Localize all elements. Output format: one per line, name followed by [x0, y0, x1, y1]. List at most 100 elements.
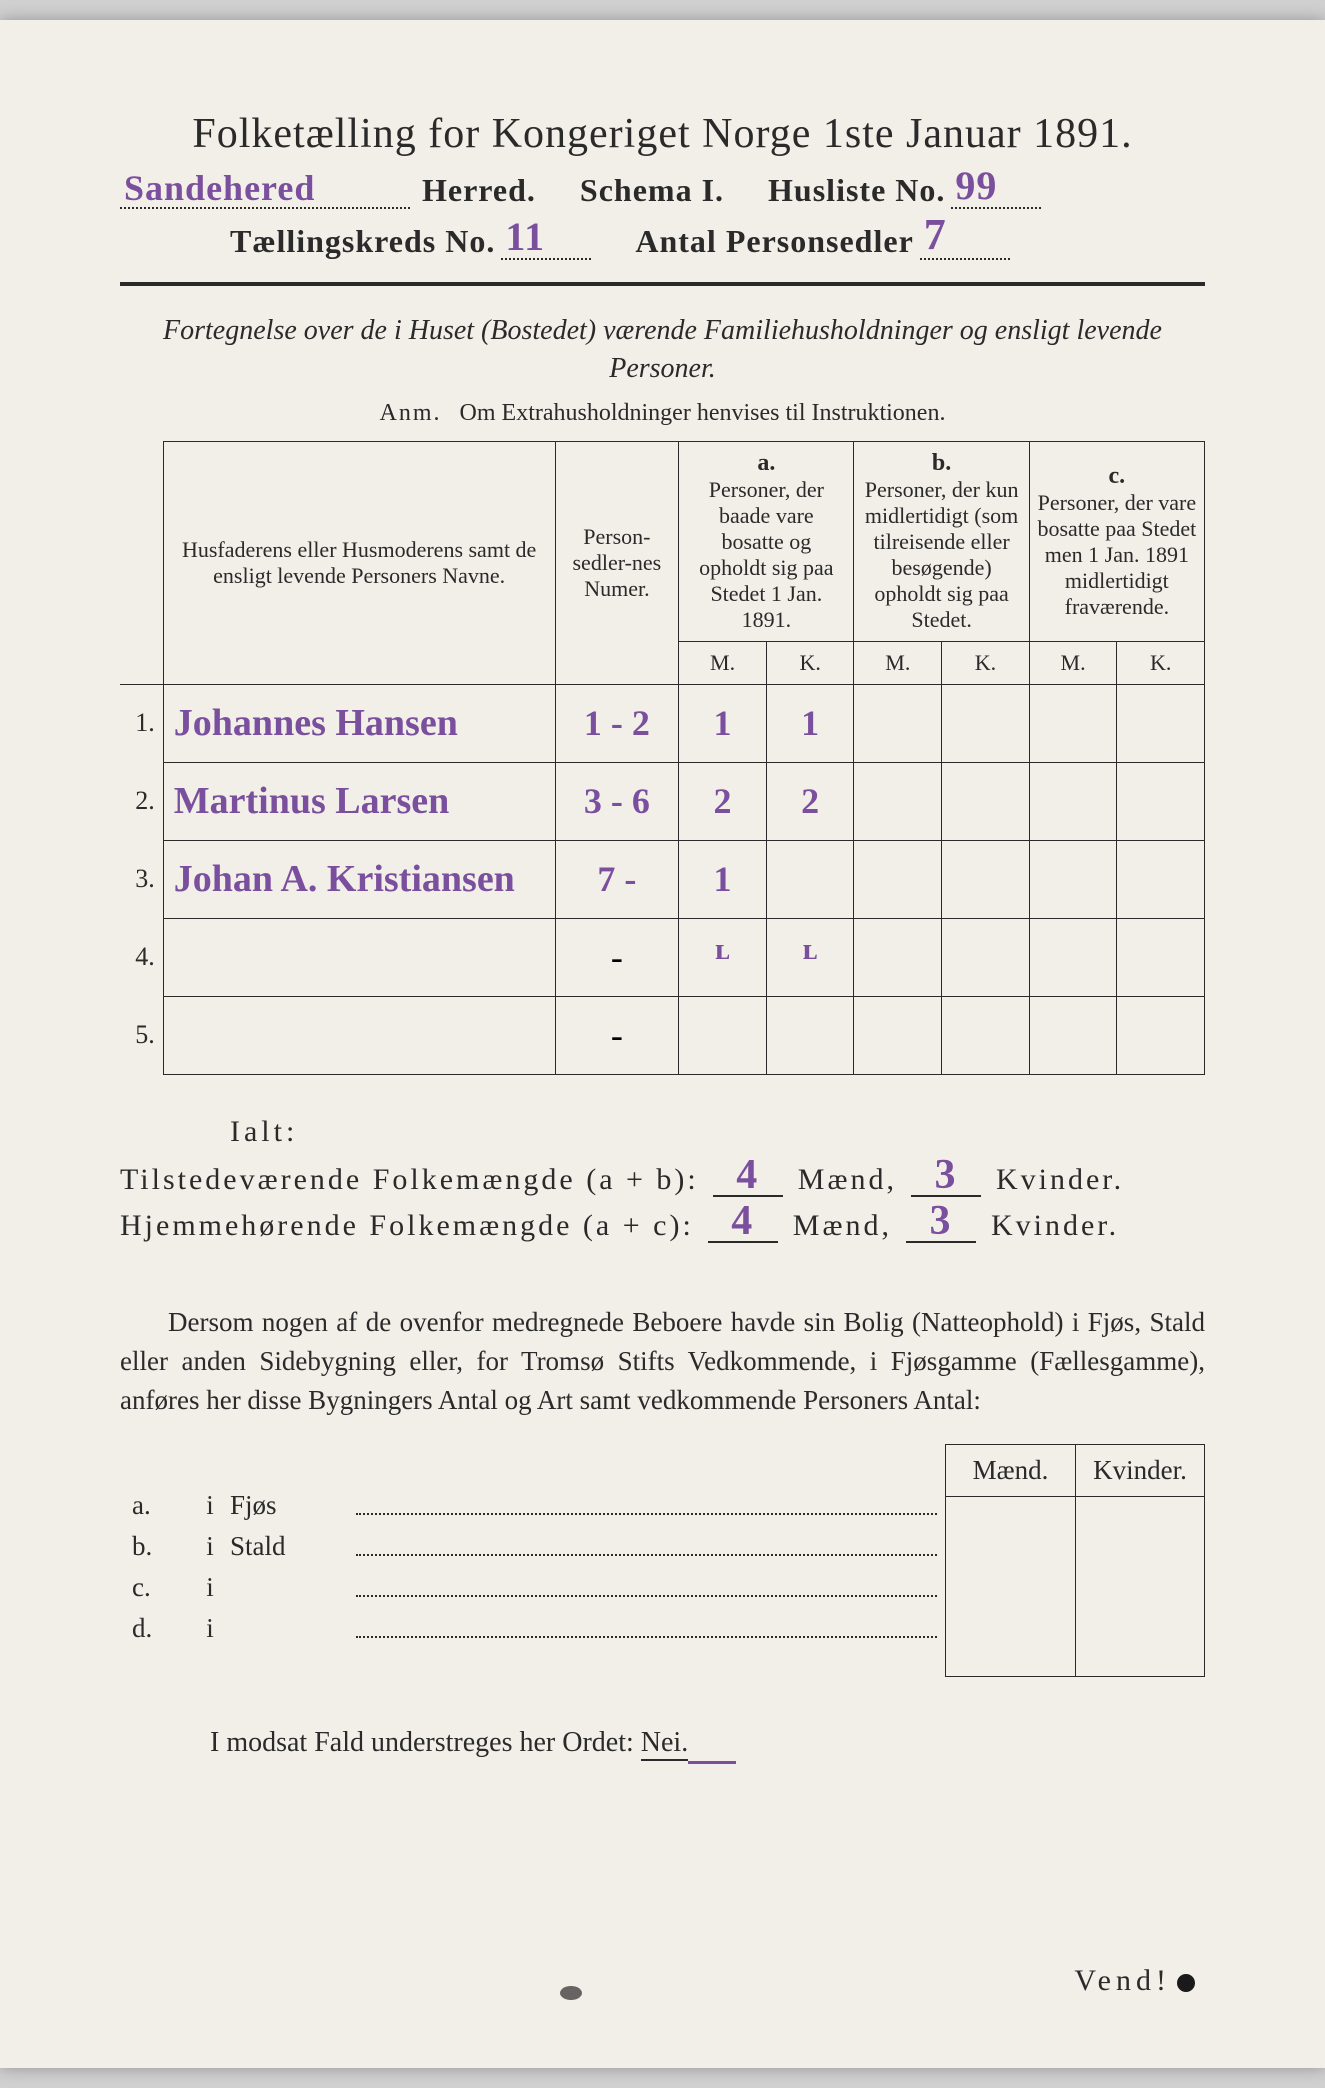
row-seq: 3 - 6	[555, 762, 679, 840]
row-seq: -	[555, 918, 679, 996]
kreds-no-value: 11	[505, 213, 545, 260]
sub-i: i	[190, 1490, 230, 1521]
row-bk	[942, 918, 1030, 996]
row-name: Martinus Larsen	[163, 762, 555, 840]
row-am: 2	[679, 762, 767, 840]
sub-i: i	[190, 1613, 230, 1644]
mk-maend-cell	[945, 1497, 1075, 1677]
row-ck	[1117, 762, 1205, 840]
row-bk	[942, 840, 1030, 918]
sub-lead: d.	[120, 1613, 190, 1644]
sub-lead: a.	[120, 1490, 190, 1521]
row-ck	[1117, 684, 1205, 762]
col-c-m: M.	[1029, 641, 1117, 684]
anm-line: Anm. Om Extrahusholdninger henvises til …	[120, 400, 1205, 427]
col-c-text: Personer, der vare bosatte paa Stedet me…	[1037, 490, 1196, 619]
row-name: Johan A. Kristiansen	[163, 840, 555, 918]
totals-row-1: Tilstedeværende Folkemængde (a + b): 4 M…	[120, 1163, 1205, 1197]
sub-row: d. i	[120, 1613, 943, 1644]
kvinder-label: Kvinder.	[996, 1163, 1124, 1196]
row-num: 1.	[120, 684, 163, 762]
census-form-page: Folketælling for Kongeriget Norge 1ste J…	[0, 20, 1325, 2068]
col-c-label: c.	[1109, 463, 1126, 489]
antal-label: Antal Personsedler	[635, 223, 913, 260]
row-am: 1	[679, 684, 767, 762]
row-ck	[1117, 918, 1205, 996]
row-cm	[1029, 762, 1117, 840]
col-name-header: Husfaderens eller Husmoderens samt de en…	[163, 441, 555, 684]
col-a-text: Personer, der baade vare bosatte og opho…	[699, 477, 833, 632]
nei-line: I modsat Fald understreges her Ordet: Ne…	[120, 1727, 1205, 1764]
col-b-label: b.	[932, 450, 951, 476]
col-b-k: K.	[942, 641, 1030, 684]
totals-r1-m: 4	[736, 1151, 760, 1199]
totals-r1-k: 3	[934, 1151, 958, 1199]
maend-label: Mænd,	[793, 1209, 892, 1242]
mk-kvinder-header: Kvinder.	[1075, 1444, 1205, 1497]
sub-table: a. i Fjøs b. i Stald c. i	[120, 1490, 943, 1644]
kvinder-label: Kvinder.	[991, 1209, 1119, 1242]
totals-row-2: Hjemmehørende Folkemængde (a + c): 4 Mæn…	[120, 1209, 1205, 1243]
row-ak	[766, 996, 854, 1074]
vend-text: Vend!	[1074, 1964, 1171, 1997]
sub-row: a. i Fjøs	[120, 1490, 943, 1521]
row-num: 3.	[120, 840, 163, 918]
col-numer-header: Person-sedler-nes Numer.	[555, 441, 679, 684]
vend-label: Vend!	[1074, 1964, 1195, 1998]
row-cm	[1029, 996, 1117, 1074]
anm-label: Anm.	[380, 400, 442, 426]
row-bm	[854, 996, 942, 1074]
totals-r2-m: 4	[731, 1197, 755, 1245]
fjos-paragraph: Dersom nogen af de ovenfor medregnede Be…	[120, 1303, 1205, 1420]
totals-row2-text: Hjemmehørende Folkemængde (a + c):	[120, 1209, 694, 1242]
mk-kvinder-cell	[1075, 1497, 1205, 1677]
ink-blot-icon	[1177, 1974, 1195, 1992]
mk-maend-header: Mænd.	[945, 1444, 1075, 1497]
intro-text: Fortegnelse over de i Huset (Bostedet) v…	[120, 312, 1205, 388]
row-cm	[1029, 918, 1117, 996]
row-seq: 1 - 2	[555, 684, 679, 762]
sub-label: Stald	[230, 1531, 350, 1562]
row-num: 2.	[120, 762, 163, 840]
row-ck	[1117, 840, 1205, 918]
mk-header: Mænd. Kvinder.	[943, 1444, 1205, 1497]
row-ck	[1117, 996, 1205, 1074]
row-cm	[1029, 840, 1117, 918]
totals-block: Ialt: Tilstedeværende Folkemængde (a + b…	[120, 1115, 1205, 1243]
table-row: 1. Johannes Hansen 1 - 2 1 1	[120, 684, 1205, 762]
schema-label: Schema I.	[580, 172, 724, 209]
row-am	[679, 996, 767, 1074]
col-a-k: K.	[766, 641, 854, 684]
row-num: 5.	[120, 996, 163, 1074]
row-ak: 1	[766, 684, 854, 762]
row-seq: 7 -	[555, 840, 679, 918]
herred-handwritten: Sandehered	[124, 167, 315, 209]
row-seq: -	[555, 996, 679, 1074]
totals-row1-text: Tilstedeværende Folkemængde (a + b):	[120, 1163, 699, 1196]
kreds-label: Tællingskreds No.	[230, 223, 495, 260]
col-a-m: M.	[679, 641, 767, 684]
dotted-line	[356, 1513, 937, 1515]
maend-label: Mænd,	[798, 1163, 897, 1196]
row-bk	[942, 996, 1030, 1074]
row-ak: ᴸ	[766, 918, 854, 996]
table-row: 5. -	[120, 996, 1205, 1074]
sub-row: c. i	[120, 1572, 943, 1603]
sub-table-wrap: a. i Fjøs b. i Stald c. i	[120, 1420, 1205, 1677]
col-b-text: Personer, der kun midlertidigt (som tilr…	[865, 477, 1019, 632]
herred-label: Herred.	[422, 172, 536, 209]
antal-value: 7	[924, 209, 947, 260]
husliste-no-value: 99	[955, 162, 997, 209]
row-bk	[942, 762, 1030, 840]
row-bk	[942, 684, 1030, 762]
dotted-line	[356, 1636, 937, 1638]
row-bm	[854, 918, 942, 996]
divider-1	[120, 282, 1205, 286]
row-bm	[854, 684, 942, 762]
col-b-m: M.	[854, 641, 942, 684]
row-bm	[854, 762, 942, 840]
row-bm	[854, 840, 942, 918]
dotted-line	[356, 1554, 937, 1556]
table-row: 4. - ᴸ ᴸ	[120, 918, 1205, 996]
census-table: Husfaderens eller Husmoderens samt de en…	[120, 441, 1205, 1075]
